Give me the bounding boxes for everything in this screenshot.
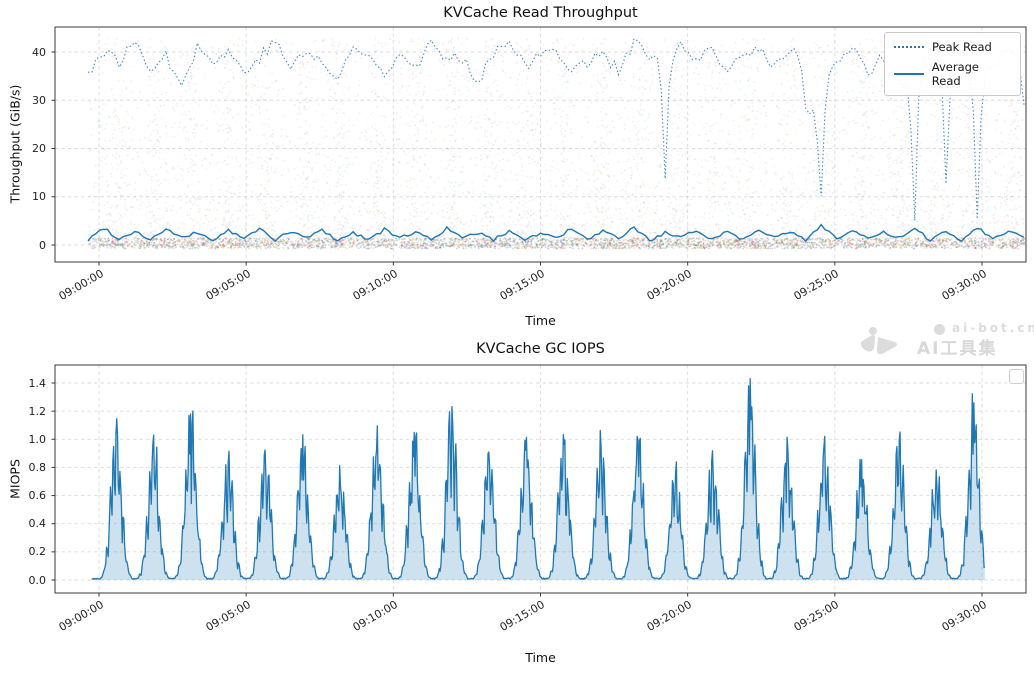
y-tick-label: 0 (39, 238, 46, 252)
y-tick-label: 40 (32, 45, 46, 59)
y-tick-label: 0.4 (28, 517, 47, 531)
gc-iops-x-axis-label: Time (525, 650, 556, 665)
legend: Peak Read Average Read (884, 32, 1021, 96)
y-tick-label: 0.8 (28, 460, 47, 474)
y-tick-label: 1.0 (28, 432, 47, 446)
empty-legend-box (1009, 369, 1024, 384)
watermark-dot-icon (934, 324, 945, 335)
gc-iops-chart-title: KVCache GC IOPS (476, 341, 605, 357)
watermark-name: AI工具集 (917, 339, 998, 359)
peak-read-line-sample (894, 46, 924, 48)
y-tick-label: 0.0 (28, 573, 47, 587)
y-tick-label: 20 (32, 142, 46, 155)
y-tick-label: 0.6 (28, 489, 47, 503)
legend-entry-average-read: Average Read (894, 60, 1011, 88)
ai-bot-logo-icon (860, 327, 897, 355)
y-tick-label: 1.2 (28, 404, 47, 418)
watermark-site: ai-bot.cn (952, 321, 1034, 335)
throughput-x-axis-label: Time (525, 313, 556, 328)
y-tick-label: 10 (32, 190, 46, 204)
legend-entry-peak-read: Peak Read (894, 40, 1011, 54)
average-read-line-sample (894, 73, 924, 75)
y-tick-label: 1.4 (28, 376, 47, 390)
y-tick-label: 30 (32, 93, 46, 107)
y-tick-label: 0.2 (28, 545, 47, 559)
legend-label: Peak Read (932, 40, 992, 54)
legend-label: Average Read (931, 60, 980, 88)
throughput-chart-title: KVCache Read Throughput (443, 5, 638, 21)
